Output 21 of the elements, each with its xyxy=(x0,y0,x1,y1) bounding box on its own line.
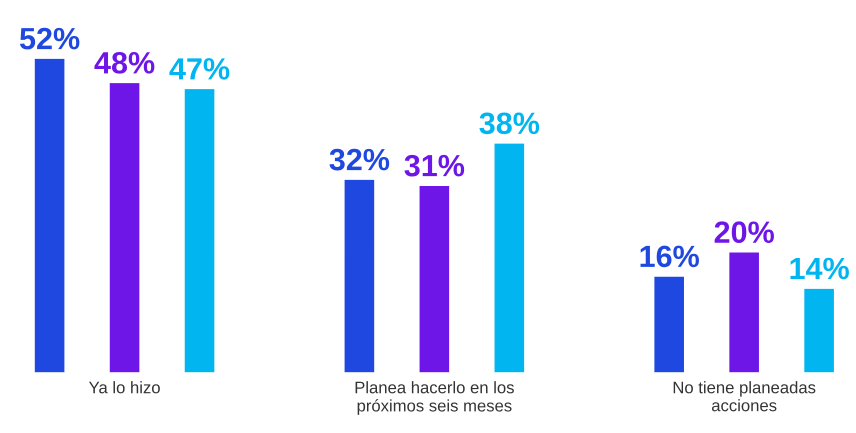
data-label: 20% xyxy=(714,221,774,244)
data-label: 14% xyxy=(790,258,849,280)
bar xyxy=(108,82,141,373)
x-tick-label: Planea hacerlo en los próximos seis meses xyxy=(356,381,514,415)
data-label: 52% xyxy=(20,28,80,50)
x-tick-label: No tiene planeadas acciones xyxy=(674,381,816,412)
bar xyxy=(33,58,66,373)
bar xyxy=(343,178,376,373)
x-tick-label: Ya lo hizo xyxy=(88,381,160,394)
bar xyxy=(493,142,526,373)
data-label: 47% xyxy=(169,58,230,80)
bar xyxy=(728,251,760,373)
bar xyxy=(652,275,686,373)
data-label: 48% xyxy=(94,52,154,74)
data-label: 16% xyxy=(640,246,699,268)
bar xyxy=(802,287,836,373)
data-label: 32% xyxy=(330,148,390,170)
bar xyxy=(418,184,451,373)
data-label: 31% xyxy=(404,154,464,177)
bar xyxy=(183,88,216,373)
data-label: 38% xyxy=(479,112,540,134)
